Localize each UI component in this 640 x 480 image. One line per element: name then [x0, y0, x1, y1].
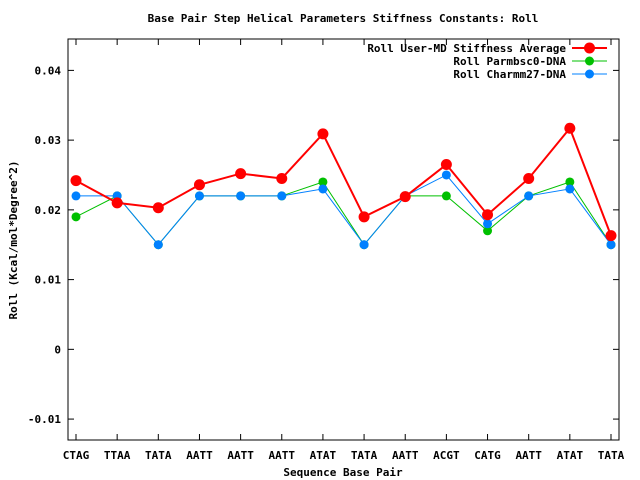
y-tick-label: 0.01: [35, 274, 62, 287]
x-tick-label: AATT: [392, 449, 419, 462]
data-point: [318, 177, 328, 187]
data-point: [482, 209, 494, 221]
data-point: [606, 240, 616, 250]
data-point: [483, 219, 493, 229]
y-tick-label: 0.03: [35, 134, 62, 147]
series-2: [71, 170, 616, 250]
data-point: [441, 191, 451, 201]
x-tick-label: AATT: [186, 449, 213, 462]
x-tick-label: CTAG: [63, 449, 90, 462]
y-axis-label: Roll (Kcal/mol*Degree^2): [7, 161, 20, 320]
x-tick-label: TATA: [145, 449, 172, 462]
x-tick-label: TATA: [598, 449, 625, 462]
data-point: [565, 177, 575, 187]
series-0: [70, 122, 617, 242]
data-point: [235, 168, 247, 180]
x-axis-label: Sequence Base Pair: [283, 466, 403, 479]
data-point: [317, 128, 329, 140]
legend-marker: [584, 42, 595, 54]
data-point: [152, 202, 164, 214]
series-line: [75, 181, 612, 246]
series-line: [75, 126, 612, 237]
data-point: [359, 240, 369, 250]
x-tick-label: ATAT: [310, 449, 337, 462]
data-point: [276, 172, 288, 184]
x-tick-label: AATT: [227, 449, 254, 462]
data-point: [358, 211, 370, 223]
x-tick-label: TATA: [351, 449, 378, 462]
data-point: [483, 226, 493, 236]
legend-label: Roll Charmm27-DNA: [453, 68, 566, 81]
data-point: [318, 184, 328, 194]
data-point: [111, 197, 123, 209]
chart-title: Base Pair Step Helical Parameters Stiffn…: [148, 12, 539, 25]
x-tick-label: CATG: [474, 449, 501, 462]
x-tick-label: AATT: [269, 449, 296, 462]
data-point: [565, 184, 575, 194]
data-point: [523, 172, 535, 184]
data-point: [71, 191, 81, 201]
legend-label: Roll User-MD Stiffness Average: [367, 42, 566, 55]
series-line: [76, 174, 612, 246]
data-point: [399, 191, 411, 203]
legend-marker: [585, 56, 594, 66]
data-point: [236, 191, 246, 201]
data-point: [277, 191, 287, 201]
data-point: [71, 212, 81, 222]
x-tick-label: ATAT: [557, 449, 584, 462]
data-point: [440, 159, 452, 171]
data-point: [70, 175, 82, 187]
data-point: [564, 122, 576, 134]
data-point: [441, 170, 451, 180]
y-axis: -0.01 0 0.01 0.02 0.03 0.04: [28, 64, 619, 426]
x-tick-label: TTAA: [104, 449, 131, 462]
data-point: [524, 191, 534, 201]
data-point: [194, 191, 204, 201]
y-tick-label: -0.01: [28, 413, 61, 426]
x-tick-label: ACGT: [433, 449, 460, 462]
data-point: [605, 230, 617, 242]
x-axis: CTAG TTAA TATA AATT AATT AATT ATAT TATA AATT ACGT…: [63, 39, 625, 462]
plot-frame: [67, 38, 620, 441]
y-tick-label: 0.04: [35, 64, 62, 77]
data-point: [193, 179, 205, 191]
series-layer: [70, 122, 617, 250]
y-tick-label: 0: [54, 343, 61, 356]
legend-marker: [585, 69, 594, 79]
legend-label: Roll Parmbsc0-DNA: [453, 55, 566, 68]
x-tick-label: AATT: [515, 449, 542, 462]
data-point: [153, 240, 163, 250]
y-tick-label: 0.02: [35, 204, 62, 217]
